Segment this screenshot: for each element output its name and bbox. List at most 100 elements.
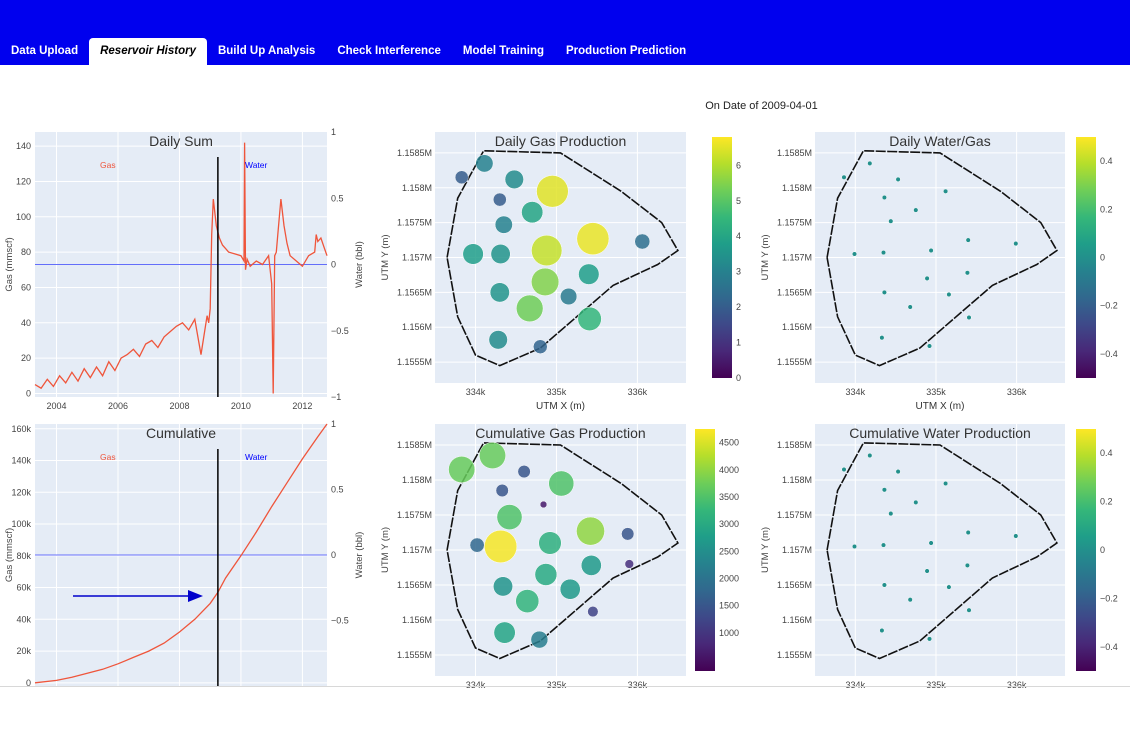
well-marker: [495, 483, 509, 498]
y-tick-label: 0: [26, 388, 31, 398]
well-marker: [560, 287, 578, 306]
well-marker: [841, 174, 847, 180]
y2-tick-label: 0.5: [331, 193, 344, 203]
well-marker: [943, 480, 949, 487]
y-tick-label: 1.1555M: [777, 357, 812, 367]
water-annotation: Water: [245, 160, 268, 170]
y-tick-label: 80k: [16, 551, 31, 561]
colorbar-tick-label: 4500: [719, 438, 739, 448]
colorbar-tick-label: 5: [736, 196, 741, 206]
x-tick-label: 2012: [292, 401, 312, 411]
colorbar-tick-label: 2500: [719, 546, 739, 556]
tab-model-training[interactable]: Model Training: [462, 45, 544, 57]
well-marker: [895, 469, 901, 475]
y2-tick-label: 0: [331, 550, 336, 560]
well-marker: [492, 192, 507, 207]
tab-data-upload[interactable]: Data Upload: [11, 45, 79, 57]
colorbar: [712, 137, 732, 378]
well-marker: [516, 294, 544, 323]
colorbar-tick-label: 1000: [719, 628, 739, 638]
well-marker: [496, 504, 523, 530]
well-marker: [531, 234, 563, 267]
y2-tick-label: −0.5: [331, 326, 349, 336]
x-tick-label: 2004: [47, 401, 67, 411]
well-marker: [576, 516, 605, 546]
well-marker: [536, 175, 569, 208]
y-tick-label: 40k: [16, 614, 31, 624]
well-marker: [913, 499, 919, 505]
gas-series-line: [34, 142, 328, 394]
well-marker: [621, 527, 635, 541]
well-marker: [577, 306, 602, 331]
well-marker: [448, 456, 476, 483]
y2-tick-label: 1: [331, 419, 336, 429]
well-marker: [587, 606, 599, 618]
daily-sum-chart: 0 20 40 60 80 100 120 140 −1 −0.5 0 0.5 1 2004 2006 200…: [4, 127, 365, 411]
chart-title: Cumulative Gas Production: [475, 425, 645, 441]
well-marker: [548, 470, 575, 497]
x-tick-label: 336k: [1007, 680, 1027, 690]
y-tick-label: 1.158M: [402, 475, 432, 485]
colorbar-tick-label: −0.2: [1100, 301, 1118, 311]
y-tick-label: 80: [21, 247, 31, 257]
y2-tick-label: −0.5: [331, 616, 349, 626]
well-marker: [531, 267, 560, 296]
x-tick-label: 335k: [926, 387, 946, 397]
well-marker: [964, 270, 970, 276]
well-marker: [578, 263, 600, 285]
well-marker: [895, 176, 901, 182]
x-tick-label: 334k: [846, 387, 866, 397]
y-tick-label: 140: [16, 141, 31, 151]
y-tick-label: 1.156M: [402, 322, 432, 332]
field-boundary: [826, 149, 1058, 367]
well-marker: [964, 562, 970, 568]
y-tick-label: 1.1555M: [397, 650, 432, 660]
well-marker: [926, 343, 933, 349]
well-marker: [881, 194, 887, 201]
well-marker: [928, 540, 934, 546]
y-tick-label: 1.1575M: [777, 510, 812, 520]
well-marker: [913, 207, 919, 213]
well-marker: [469, 537, 485, 553]
water-annotation: Water: [245, 452, 268, 462]
tab-production-prediction[interactable]: Production Prediction: [566, 45, 687, 57]
y-tick-label: 1.156M: [782, 322, 812, 332]
y-tick-label: 1.1575M: [777, 218, 812, 228]
colorbar-tick-label: 0.4: [1100, 448, 1113, 458]
well-marker: [966, 607, 972, 613]
y-tick-label: 1.157M: [402, 253, 432, 263]
colorbar-tick-label: −0.2: [1100, 593, 1118, 603]
colorbar-tick-label: 4: [736, 231, 741, 241]
tab-reservoir-history[interactable]: Reservoir History: [89, 38, 207, 65]
y-tick-label: 1.1575M: [397, 218, 432, 228]
daily-gas-production-chart: 334k 335k 336k 1.1555M 1.156M 1.1565M 1.157M 1.…: [380, 132, 741, 412]
well-marker: [559, 578, 581, 600]
y-tick-label: 0: [26, 678, 31, 688]
well-marker: [926, 636, 933, 642]
well-marker: [580, 555, 602, 576]
chart-title: Daily Sum: [149, 133, 213, 149]
well-marker: [490, 244, 511, 264]
y-tick-label: 1.1585M: [777, 440, 812, 450]
y-tick-label: 100k: [11, 519, 31, 529]
y2-tick-label: −1: [331, 392, 341, 402]
well-marker: [880, 250, 887, 256]
x-tick-label: 334k: [846, 680, 866, 690]
colorbar: [1076, 429, 1096, 671]
cumulative-water-production-chart: 334k 335k 336k 1.1555M 1.156M 1.1565M 1.157M 1.…: [760, 424, 1118, 690]
colorbar-tick-label: 4000: [719, 465, 739, 475]
y-axis-title: UTM Y (m): [760, 234, 771, 280]
x-tick-label: 2008: [169, 401, 189, 411]
gas-annotation: Gas: [100, 160, 116, 170]
well-marker: [879, 627, 885, 634]
well-marker: [515, 589, 540, 613]
y-tick-label: 1.158M: [782, 475, 812, 485]
tab-check-interference[interactable]: Check Interference: [337, 45, 441, 57]
y-tick-label: 100: [16, 212, 31, 222]
y-tick-label: 1.156M: [782, 615, 812, 625]
y-tick-label: 1.1585M: [777, 148, 812, 158]
y-tick-label: 20k: [16, 646, 31, 656]
tab-build-up-analysis[interactable]: Build Up Analysis: [217, 45, 316, 57]
well-marker: [867, 452, 873, 459]
well-marker: [907, 597, 913, 603]
